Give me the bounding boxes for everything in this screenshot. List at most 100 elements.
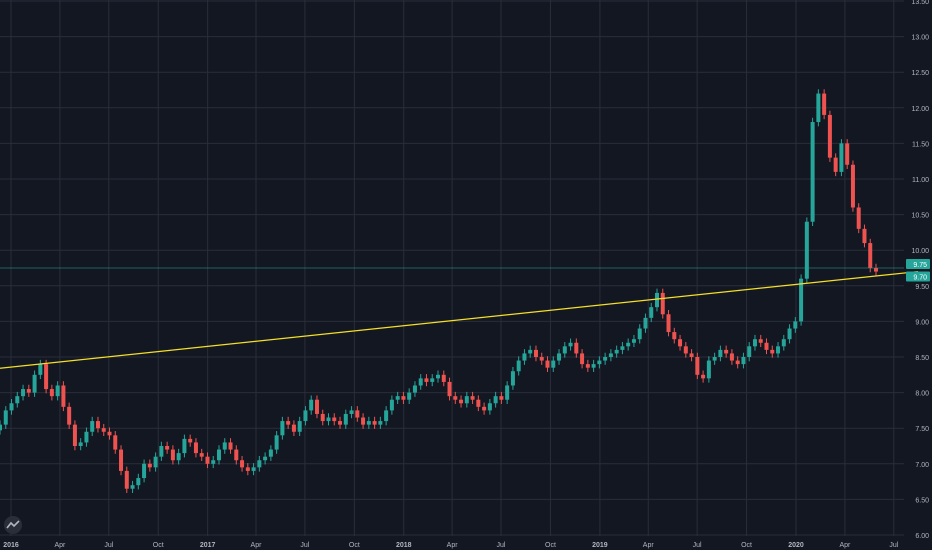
candle-body <box>499 396 504 400</box>
candle-body <box>822 93 827 115</box>
candle-body <box>343 413 348 425</box>
x-tick-label: 2017 <box>200 542 216 549</box>
candle-body <box>603 357 608 361</box>
y-tick-label: 11.00 <box>912 177 929 184</box>
candle-body <box>776 346 781 354</box>
candle-body <box>9 403 14 411</box>
candle-body <box>580 353 585 365</box>
candle-body <box>833 157 838 172</box>
candle-body <box>827 114 832 158</box>
candle-body <box>32 374 37 393</box>
candle-body <box>799 278 804 322</box>
candle-body <box>533 349 538 357</box>
candle-body <box>303 410 308 422</box>
candle-body <box>78 442 83 446</box>
candle-body <box>614 349 619 354</box>
candle-body <box>418 378 423 386</box>
candle-body <box>551 360 556 368</box>
y-tick-label: 9.50 <box>915 284 929 291</box>
y-axis-labels: 6.00 6.50 7.00 7.50 8.00 8.50 9.00 9.50 10.00 10.… <box>911 0 929 540</box>
candle-body <box>72 424 77 446</box>
candle-body <box>735 360 740 365</box>
candle-body <box>850 164 855 208</box>
candle-body <box>447 381 452 397</box>
price-label-box <box>906 271 930 282</box>
candle-body <box>332 417 337 422</box>
candle-body <box>683 346 688 354</box>
candle-body <box>338 421 343 425</box>
candle-body <box>193 442 198 454</box>
candle-body <box>585 364 590 368</box>
candle-body <box>862 228 867 244</box>
candle-body <box>839 143 844 172</box>
candle-body <box>366 421 371 425</box>
candle-body <box>591 364 596 368</box>
candle-body <box>355 410 360 418</box>
candle-body <box>752 339 757 347</box>
candle-body <box>770 349 775 354</box>
candle-body <box>15 396 20 404</box>
candle-body <box>26 389 31 393</box>
candle-body <box>637 328 642 340</box>
candle-body <box>856 207 861 229</box>
candle-body <box>101 428 106 432</box>
candle-body <box>724 349 729 354</box>
y-tick-label: 11.50 <box>912 141 929 148</box>
candle-body <box>672 332 677 340</box>
candle-body <box>510 371 515 386</box>
candle-body <box>205 456 210 464</box>
candle-body <box>816 93 821 123</box>
candle-body <box>130 485 135 489</box>
y-tick-label: 6.50 <box>915 497 929 504</box>
candle-body <box>263 456 268 461</box>
candle-body <box>124 470 129 489</box>
y-tick-label: 13.50 <box>911 0 929 6</box>
candle-body <box>309 399 314 411</box>
candle-body <box>153 456 158 468</box>
candle-body <box>470 396 475 400</box>
candle-body <box>142 463 147 479</box>
candle-body <box>706 360 711 379</box>
candle-body <box>67 406 72 425</box>
candlestick-series <box>0 89 878 493</box>
candle-body <box>389 399 394 411</box>
candle-body <box>228 442 233 450</box>
y-tick-label: 10.50 <box>911 213 929 220</box>
candle-body <box>701 374 706 379</box>
trend-line[interactable] <box>0 270 919 372</box>
candle-body <box>516 360 521 372</box>
candle-body <box>804 221 809 279</box>
candle-body <box>678 339 683 347</box>
x-tick-label: Jul <box>300 542 309 549</box>
y-tick-label: 9.00 <box>915 319 929 326</box>
candle-body <box>505 385 510 400</box>
candle-body <box>597 360 602 365</box>
candle-body <box>119 449 124 471</box>
candle-body <box>240 460 245 468</box>
x-tick-label: Jul <box>889 542 898 549</box>
price-label-text: 9.70 <box>913 275 927 282</box>
x-tick-label: 2019 <box>592 542 608 549</box>
candle-body <box>61 385 66 407</box>
y-tick-label: 6.00 <box>915 533 929 540</box>
candle-body <box>482 406 487 411</box>
candle-body <box>562 346 567 354</box>
candle-body <box>84 431 89 443</box>
candle-body <box>845 143 850 165</box>
candle-body <box>718 349 723 357</box>
x-tick-label: Apr <box>839 542 851 549</box>
candle-body <box>631 339 636 343</box>
candle-body <box>107 431 112 436</box>
candle-body <box>758 339 763 343</box>
x-tick-label: Jul <box>104 542 113 549</box>
y-tick-label: 7.50 <box>915 426 929 433</box>
x-tick-label: 2016 <box>3 542 19 549</box>
candle-body <box>626 342 631 347</box>
y-tick-label: 10.00 <box>911 248 929 255</box>
candle-body <box>147 463 152 468</box>
x-tick-label: Apr <box>54 542 66 549</box>
tradingview-logo-icon[interactable] <box>4 516 22 534</box>
candle-body <box>453 396 458 400</box>
candle-body <box>689 353 694 357</box>
